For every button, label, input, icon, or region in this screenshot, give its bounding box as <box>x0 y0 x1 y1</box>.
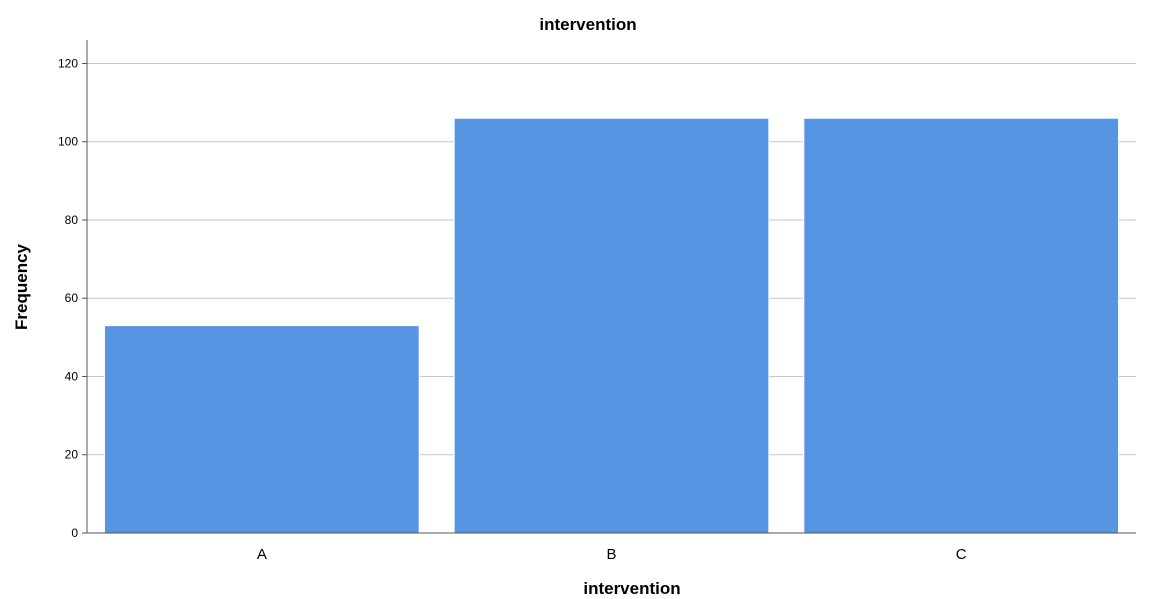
y-axis-label: Frequency <box>12 243 31 330</box>
y-tick-label: 0 <box>71 526 78 540</box>
y-tick-label: 60 <box>65 291 79 305</box>
x-tick-label: B <box>606 546 616 563</box>
y-tick-label: 80 <box>65 213 79 227</box>
y-tick-label: 40 <box>65 369 79 383</box>
bar-A <box>103 325 420 534</box>
bar-C <box>803 117 1120 534</box>
x-tick-label: C <box>956 546 967 563</box>
tick-labels: 0 20 40 60 80 100 120 A B C <box>58 56 967 563</box>
x-axis-label: intervention <box>583 579 680 598</box>
y-tick-label: 120 <box>58 56 78 70</box>
x-tick-label: A <box>257 546 267 563</box>
y-tick-label: 100 <box>58 135 78 149</box>
bar-B <box>453 117 770 534</box>
axes <box>82 40 1136 534</box>
y-tick-label: 20 <box>65 448 79 462</box>
bars <box>103 117 1120 534</box>
chart-title: intervention <box>539 15 636 34</box>
